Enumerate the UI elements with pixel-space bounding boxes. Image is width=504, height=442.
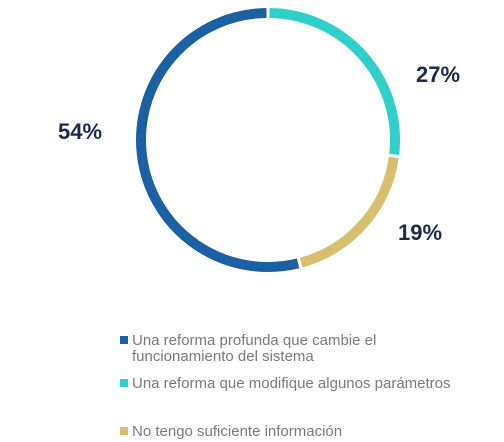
legend-item: Una reforma profunda que cambie el funci… — [120, 333, 402, 365]
legend-item: Una reforma que modifique algunos paráme… — [120, 376, 451, 392]
donut-segment — [269, 8, 400, 155]
value-label: 54% — [58, 119, 102, 144]
donut-segment — [136, 8, 300, 272]
donut-segment — [299, 156, 399, 268]
value-label: 19% — [398, 220, 442, 245]
legend-swatch — [120, 427, 128, 435]
legend-label: Una reforma que modifique algunos paráme… — [132, 375, 451, 392]
chart: 54% 27% 19% — [58, 8, 460, 272]
legend-swatch — [120, 336, 128, 344]
legend-swatch — [120, 379, 128, 387]
legend-label: Una reforma profunda que cambie el funci… — [132, 332, 377, 365]
legend-label: No tengo suficiente información — [132, 423, 343, 440]
legend-item: No tengo suficiente información — [120, 424, 342, 440]
value-label: 27% — [416, 62, 460, 87]
